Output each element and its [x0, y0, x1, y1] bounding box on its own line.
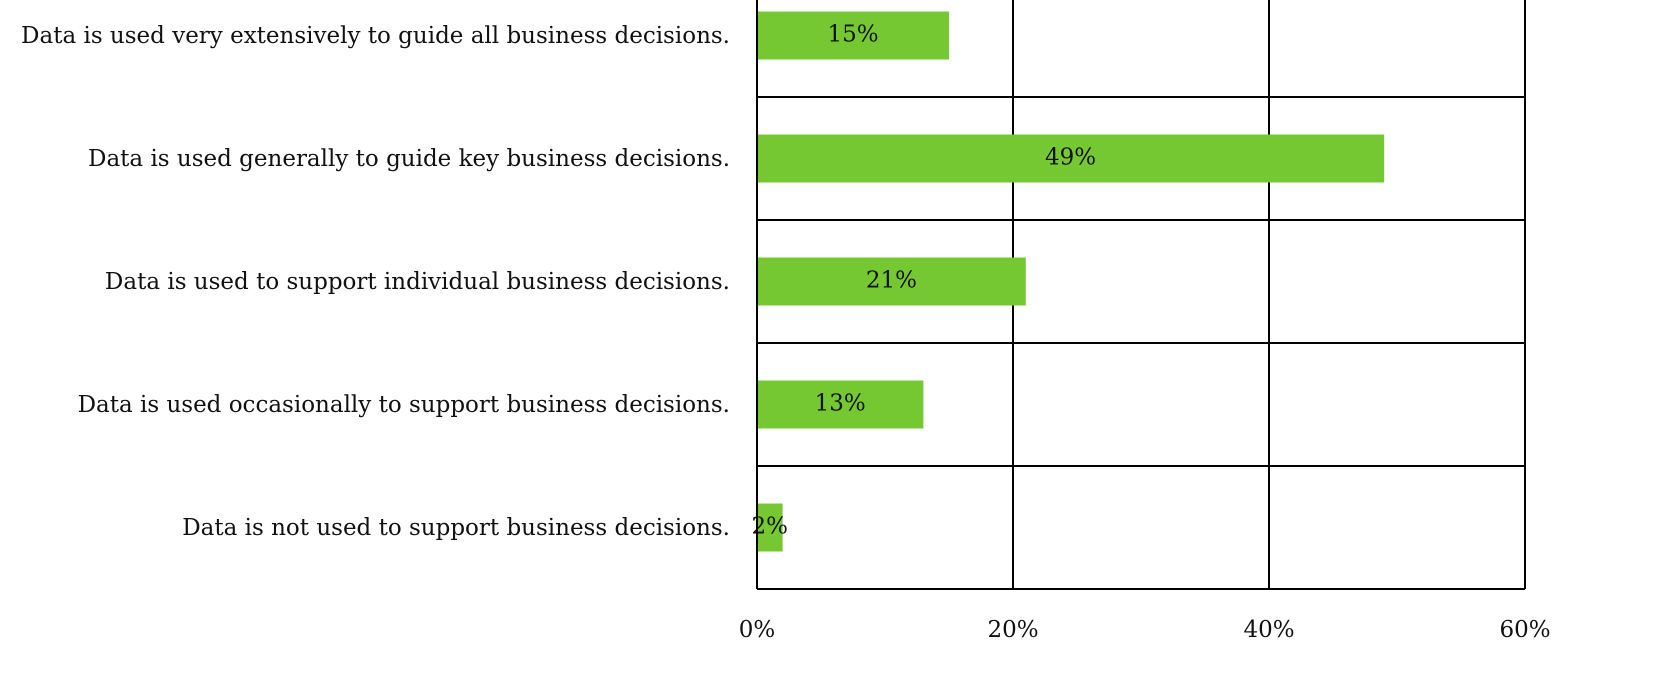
data-label: 15%: [827, 22, 878, 48]
category-label: Data is not used to support business dec…: [182, 514, 730, 541]
category-label: Data is used occasionally to support bus…: [77, 391, 730, 418]
category-row: Data is used occasionally to support bus…: [0, 365, 730, 445]
category-row: Data is used generally to guide key busi…: [0, 119, 730, 199]
category-row: Data is not used to support business dec…: [0, 488, 730, 568]
bar: [757, 11, 949, 60]
x-tick-label: 40%: [1243, 617, 1294, 643]
bar: [757, 134, 1385, 183]
x-tick-label: 0%: [739, 617, 776, 643]
x-tick-label: 60%: [1499, 617, 1550, 643]
x-tick-label: 20%: [987, 617, 1038, 643]
data-label: 13%: [815, 391, 866, 417]
category-row: Data is used to support individual busin…: [0, 242, 730, 322]
category-row: Data is used very extensively to guide a…: [0, 0, 730, 76]
data-label: 21%: [866, 268, 917, 294]
bar: [757, 257, 1026, 306]
category-label: Data is used generally to guide key busi…: [88, 145, 730, 172]
category-label: Data is used very extensively to guide a…: [21, 22, 730, 49]
bar: [757, 503, 783, 552]
data-label: 49%: [1045, 145, 1096, 171]
bar: [757, 380, 924, 429]
category-label: Data is used to support individual busin…: [104, 268, 730, 295]
